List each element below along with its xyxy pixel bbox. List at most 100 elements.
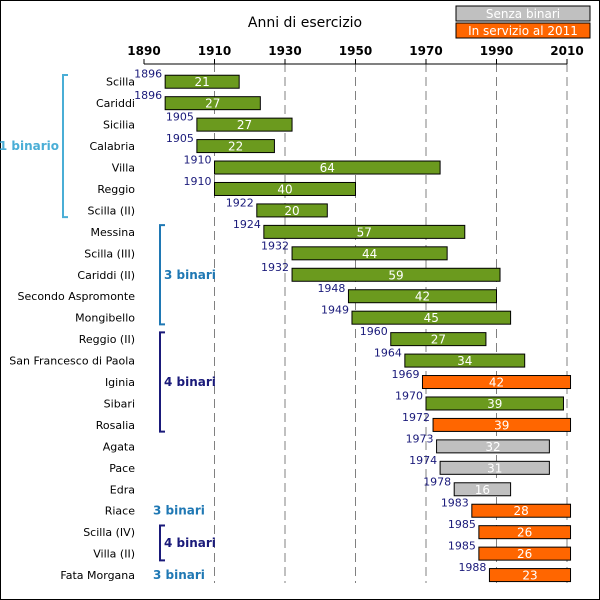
start-year-21: 1985 (448, 518, 476, 531)
start-year-6: 1922 (226, 196, 254, 209)
bar-5 (214, 181, 356, 196)
bar-value-14: 42 (489, 376, 504, 390)
chart-title: Anni di esercizio (248, 15, 362, 31)
group-label-5: 3 binari (153, 568, 205, 582)
bar-value-18: 31 (487, 461, 502, 475)
bar-value-3: 22 (228, 140, 243, 154)
start-year-11: 1949 (321, 304, 349, 317)
category-label-7: Messina (91, 226, 136, 239)
bar-value-4: 64 (320, 161, 335, 175)
category-label-21: Scilla (IV) (83, 526, 135, 539)
category-label-9: Cariddi (II) (77, 269, 135, 282)
group-label-2: 4 binari (164, 375, 216, 389)
start-year-0: 1896 (134, 68, 162, 81)
category-label-11: Mongibello (75, 312, 135, 325)
bar-1 (164, 96, 261, 111)
bar-value-15: 39 (487, 397, 502, 411)
bar-13 (404, 353, 526, 368)
bar-value-19: 16 (475, 483, 490, 497)
category-label-15: Sibari (104, 397, 135, 410)
bar-17 (436, 439, 550, 454)
bar-value-9: 59 (388, 268, 403, 282)
bar-value-17: 32 (485, 440, 500, 454)
category-label-1: Cariddi (96, 97, 135, 110)
category-label-8: Scilla (III) (84, 247, 135, 260)
tick-label-1890: 1890 (127, 44, 160, 58)
category-label-2: Sicilia (103, 119, 135, 132)
group-label-0: 1 binario (0, 139, 59, 153)
legend: Senza binari In servizio al 2011 (455, 5, 591, 39)
start-year-7: 1924 (233, 218, 261, 231)
start-year-23: 1988 (458, 561, 486, 574)
start-year-16: 1972 (402, 411, 430, 424)
start-year-17: 1973 (406, 432, 434, 445)
start-year-22: 1985 (448, 540, 476, 553)
bar-11 (351, 310, 512, 325)
start-year-15: 1970 (395, 389, 423, 402)
category-label-4: Villa (112, 162, 135, 175)
category-label-23: Fata Morgana (60, 569, 135, 582)
start-year-2: 1905 (166, 111, 194, 124)
bars: 21 1896 27 1896 27 1905 22 1905 64 1910 40 1910 20 19… (134, 68, 572, 583)
group-bracket-1 (159, 224, 165, 326)
bar-value-8: 44 (362, 247, 377, 261)
category-label-3: Calabria (89, 140, 135, 153)
category-labels: Scilla Cariddi Sicilia Calabria Villa Reggio S… (9, 76, 135, 582)
start-year-13: 1964 (374, 347, 402, 360)
category-label-16: Rosalia (96, 419, 135, 432)
bar-20 (471, 503, 572, 518)
tick-label-1950: 1950 (339, 44, 372, 58)
bar-23 (488, 568, 572, 583)
bar-value-21: 26 (517, 526, 532, 540)
bar-6 (256, 203, 328, 218)
group-bracket-4 (159, 524, 165, 562)
bar-16 (432, 417, 572, 432)
start-year-19: 1978 (423, 475, 451, 488)
category-label-6: Scilla (II) (87, 204, 135, 217)
category-label-12: Reggio (II) (79, 333, 135, 346)
bar-value-2: 27 (237, 118, 252, 132)
group-bracket-0 (62, 74, 68, 219)
bar-15 (425, 396, 564, 411)
bar-value-11: 45 (424, 311, 439, 325)
bar-value-5: 40 (277, 182, 292, 196)
start-year-4: 1910 (184, 154, 212, 167)
bar-value-23: 23 (522, 569, 537, 583)
bar-3 (196, 139, 275, 154)
category-label-10: Secondo Aspromonte (18, 290, 136, 303)
bar-value-10: 42 (415, 290, 430, 304)
legend-label-0: Senza binari (486, 7, 560, 21)
bar-value-6: 20 (284, 204, 299, 218)
bar-21 (478, 525, 572, 540)
bar-value-13: 34 (457, 354, 472, 368)
bar-10 (347, 289, 498, 304)
bar-0 (164, 74, 240, 89)
group-bracket-2 (159, 331, 165, 433)
category-label-13: San Francesco di Paola (9, 355, 135, 368)
legend-swatch-1 (455, 22, 591, 39)
start-year-12: 1960 (360, 325, 388, 338)
bar-12 (390, 332, 487, 347)
category-label-22: Villa (II) (93, 548, 135, 561)
bar-9 (291, 267, 501, 282)
x-axis: 1890 1910 1930 1950 1970 1990 2010 (127, 44, 584, 65)
bar-18 (439, 460, 550, 475)
bar-value-0: 21 (195, 75, 210, 89)
start-year-18: 1974 (409, 454, 437, 467)
bar-value-1: 27 (205, 97, 220, 111)
bar-value-16: 39 (494, 418, 509, 432)
bar-2 (196, 117, 293, 132)
category-label-17: Agata (103, 440, 135, 453)
legend-swatch-0 (455, 5, 591, 22)
bar-value-7: 57 (357, 225, 372, 239)
category-label-0: Scilla (106, 76, 135, 89)
bar-7 (263, 224, 466, 239)
tick-label-1930: 1930 (268, 44, 301, 58)
legend-label-1: In servizio al 2011 (468, 24, 578, 38)
start-year-3: 1905 (166, 132, 194, 145)
category-label-18: Pace (109, 462, 135, 475)
group-label-4: 4 binari (164, 536, 216, 550)
tick-label-2010: 2010 (550, 44, 583, 58)
group-label-3: 3 binari (153, 504, 205, 518)
